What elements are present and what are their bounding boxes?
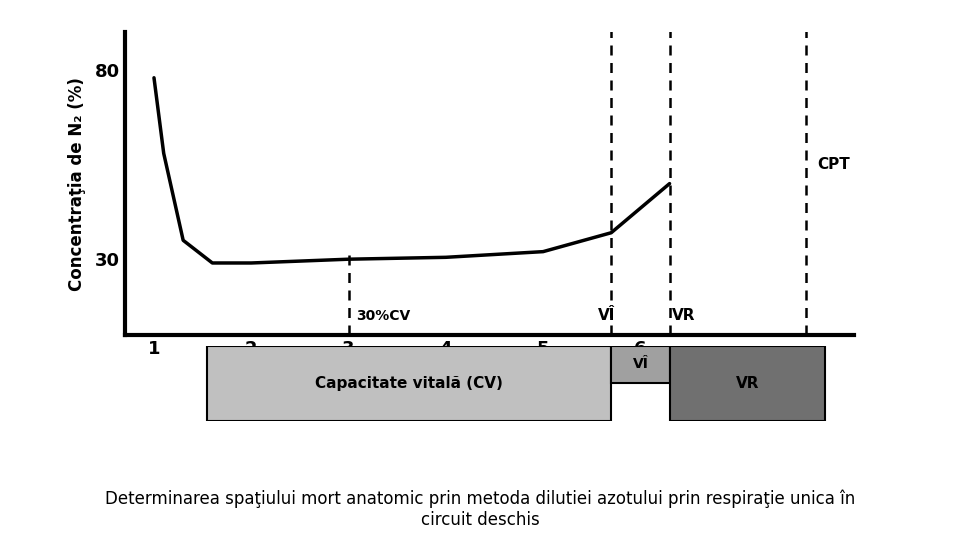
Y-axis label: Concentraţia de N₂ (%): Concentraţia de N₂ (%) [68, 77, 86, 291]
Text: Capacitate vitală (CV): Capacitate vitală (CV) [316, 376, 503, 391]
Text: VÎ: VÎ [598, 308, 615, 323]
Text: VR: VR [735, 376, 759, 391]
Text: VR: VR [672, 308, 696, 323]
Bar [612, 346, 669, 383]
Text: VÎ: VÎ [633, 357, 648, 372]
Text: CPT: CPT [817, 157, 851, 172]
X-axis label: Volum (l): Volum (l) [444, 364, 536, 383]
Text: 30%CV: 30%CV [356, 309, 411, 323]
Bar [669, 346, 826, 421]
Text: Determinarea spaţiului mort anatomic prin metoda dilutiei azotului prin respiraţ: Determinarea spaţiului mort anatomic pri… [105, 490, 855, 529]
Bar [207, 346, 612, 421]
